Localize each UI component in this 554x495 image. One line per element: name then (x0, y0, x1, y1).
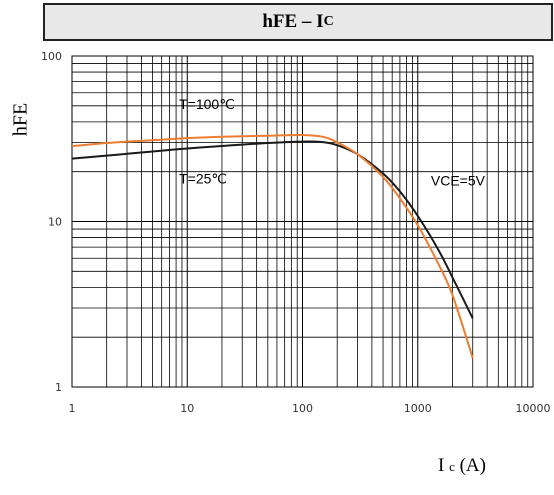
tick-labels: 1 10 100 1000 10000 1 10 100 (41, 50, 551, 415)
y-tick-label: 100 (41, 50, 62, 63)
grid-lines (72, 56, 533, 387)
x-tick-label: 1000 (404, 402, 432, 415)
chart-annotation: T=25℃ (179, 170, 227, 186)
x-tick-label: 1 (69, 402, 76, 415)
y-tick-label: 10 (48, 216, 62, 229)
annotations: T=100℃ T=25℃ VCE=5V (179, 96, 486, 189)
x-tick-label: 100 (292, 402, 313, 415)
x-tick-label: 10000 (516, 402, 551, 415)
y-tick-label: 1 (55, 381, 62, 394)
x-tick-label: 10 (180, 402, 194, 415)
chart-annotation: VCE=5V (431, 173, 486, 189)
chart-annotation: T=100℃ (179, 96, 235, 112)
